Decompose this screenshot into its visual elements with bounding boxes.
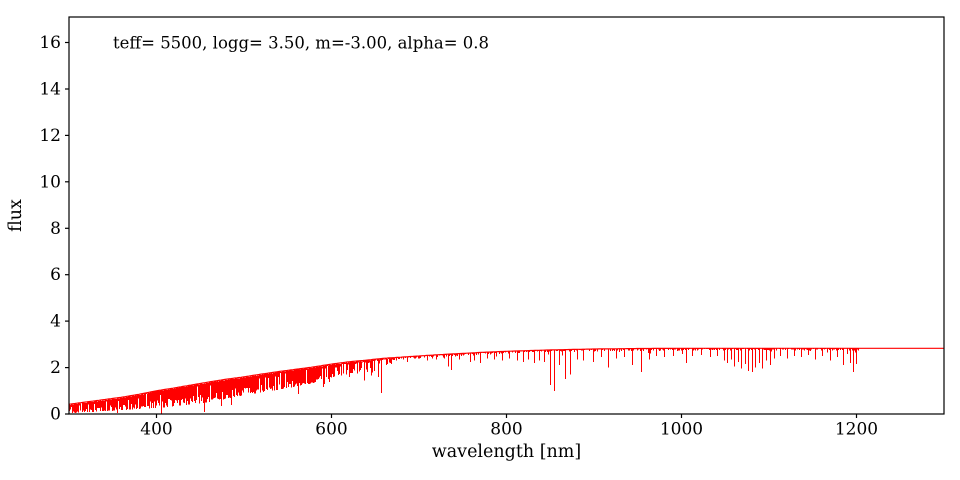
y-axis-label: flux (6, 199, 26, 232)
continuum-path (68, 347, 944, 405)
y-tick-label: 6 (50, 265, 61, 285)
x-axis-label: wavelength [nm] (432, 442, 581, 462)
x-tick-label: 600 (315, 420, 347, 440)
y-tick-label: 4 (50, 312, 61, 332)
y-tick-label: 12 (39, 126, 61, 146)
absorption-lines-path (69, 348, 859, 414)
spectrum-series (68, 347, 944, 414)
x-tick-label: 1200 (835, 420, 878, 440)
y-tick-label: 14 (39, 80, 61, 100)
axes: 400 600 800 1000 1200 0 2 4 6 8 10 12 14 16 (39, 16, 945, 440)
parameter-annotation: teff= 5500, logg= 3.50, m=-3.00, alpha= … (113, 34, 489, 53)
plot-border (68, 16, 945, 415)
x-tick-label: 800 (490, 420, 522, 440)
y-tick-label: 8 (50, 219, 61, 239)
x-tick-label: 1000 (660, 420, 703, 440)
y-tick-label: 10 (39, 172, 61, 192)
y-tick-label: 0 (50, 405, 61, 425)
x-tick-label: 400 (140, 420, 172, 440)
y-tick-label: 2 (50, 358, 61, 378)
y-tick-label: 16 (39, 33, 61, 53)
